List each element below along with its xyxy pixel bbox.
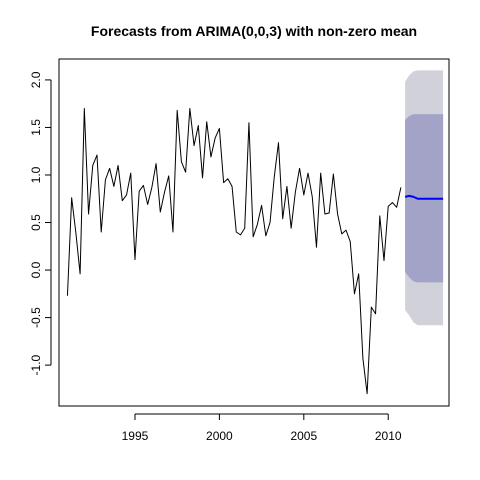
plot-frame	[58, 58, 450, 407]
y-tick-label: -1.0	[29, 354, 43, 375]
y-axis: -1.0 -0.5 0.0 0.5 1.0 1.5 2.0	[29, 71, 52, 375]
y-tick-label: 2.0	[29, 71, 43, 88]
x-tick-label: 2010	[375, 429, 402, 443]
y-tick-label: 0.0	[29, 261, 43, 278]
forecast-series-line	[404, 194, 444, 200]
x-tick-label: 1995	[122, 429, 149, 443]
y-tick-label: 1.0	[29, 166, 43, 183]
chart-title: Forecasts from ARIMA(0,0,3) with non-zer…	[91, 23, 417, 39]
y-tick-label: 0.5	[29, 214, 43, 231]
x-tick-label: 2005	[290, 429, 317, 443]
y-tick-label: -0.5	[29, 307, 43, 328]
x-axis: 1995 2000 2005 2010	[122, 413, 402, 443]
x-tick-label: 2000	[206, 429, 233, 443]
y-tick-label: 1.5	[29, 119, 43, 136]
observed-series-line	[66, 107, 402, 395]
series-lines	[66, 107, 444, 395]
